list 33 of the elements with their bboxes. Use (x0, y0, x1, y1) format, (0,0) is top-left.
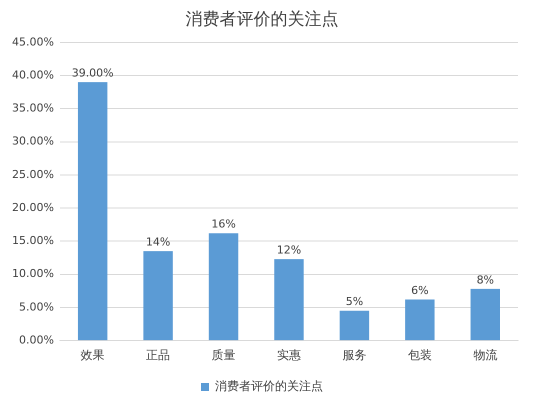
y-tick-label: 45.00% (12, 35, 54, 48)
text: 12% (276, 243, 302, 256)
y-tick-label: 0.00% (18, 333, 54, 346)
y-tick-label: 15.00% (12, 234, 54, 248)
y-tick-label: 20.00% (12, 200, 54, 214)
text: 16% (211, 218, 236, 231)
bar (78, 82, 108, 340)
bar (405, 300, 435, 340)
bar (208, 233, 238, 340)
y-tick-label: 10.00% (12, 267, 54, 280)
bar (143, 251, 173, 340)
y-tick-label: 25.00% (12, 168, 54, 181)
text: 6% (411, 284, 429, 297)
x-tick-label: 效果 (80, 348, 105, 362)
y-tick-label: 35.00% (12, 102, 54, 115)
legend-label: 消费者评价的关注点 (215, 379, 323, 394)
x-tick-label: 物流 (473, 348, 498, 362)
text: 14% (146, 236, 170, 248)
y-tick-label: 30.00% (12, 134, 54, 148)
x-tick-label: 实惠 (276, 348, 301, 362)
y-tick-label: 5.00% (18, 300, 54, 314)
bar (340, 310, 370, 340)
bar (274, 259, 304, 340)
text: 5% (346, 295, 364, 308)
text: 8% (476, 273, 494, 286)
x-tick-label: 包装 (408, 348, 432, 362)
bar (470, 288, 500, 340)
x-tick-label: 质量 (212, 348, 236, 362)
x-tick-label: 正品 (146, 348, 170, 362)
chart-title: 消费者评价的关注点 (186, 10, 338, 30)
text: 39.00% (72, 66, 114, 80)
x-tick-label: 服务 (342, 348, 366, 362)
y-tick-label: 40.00% (12, 68, 54, 82)
